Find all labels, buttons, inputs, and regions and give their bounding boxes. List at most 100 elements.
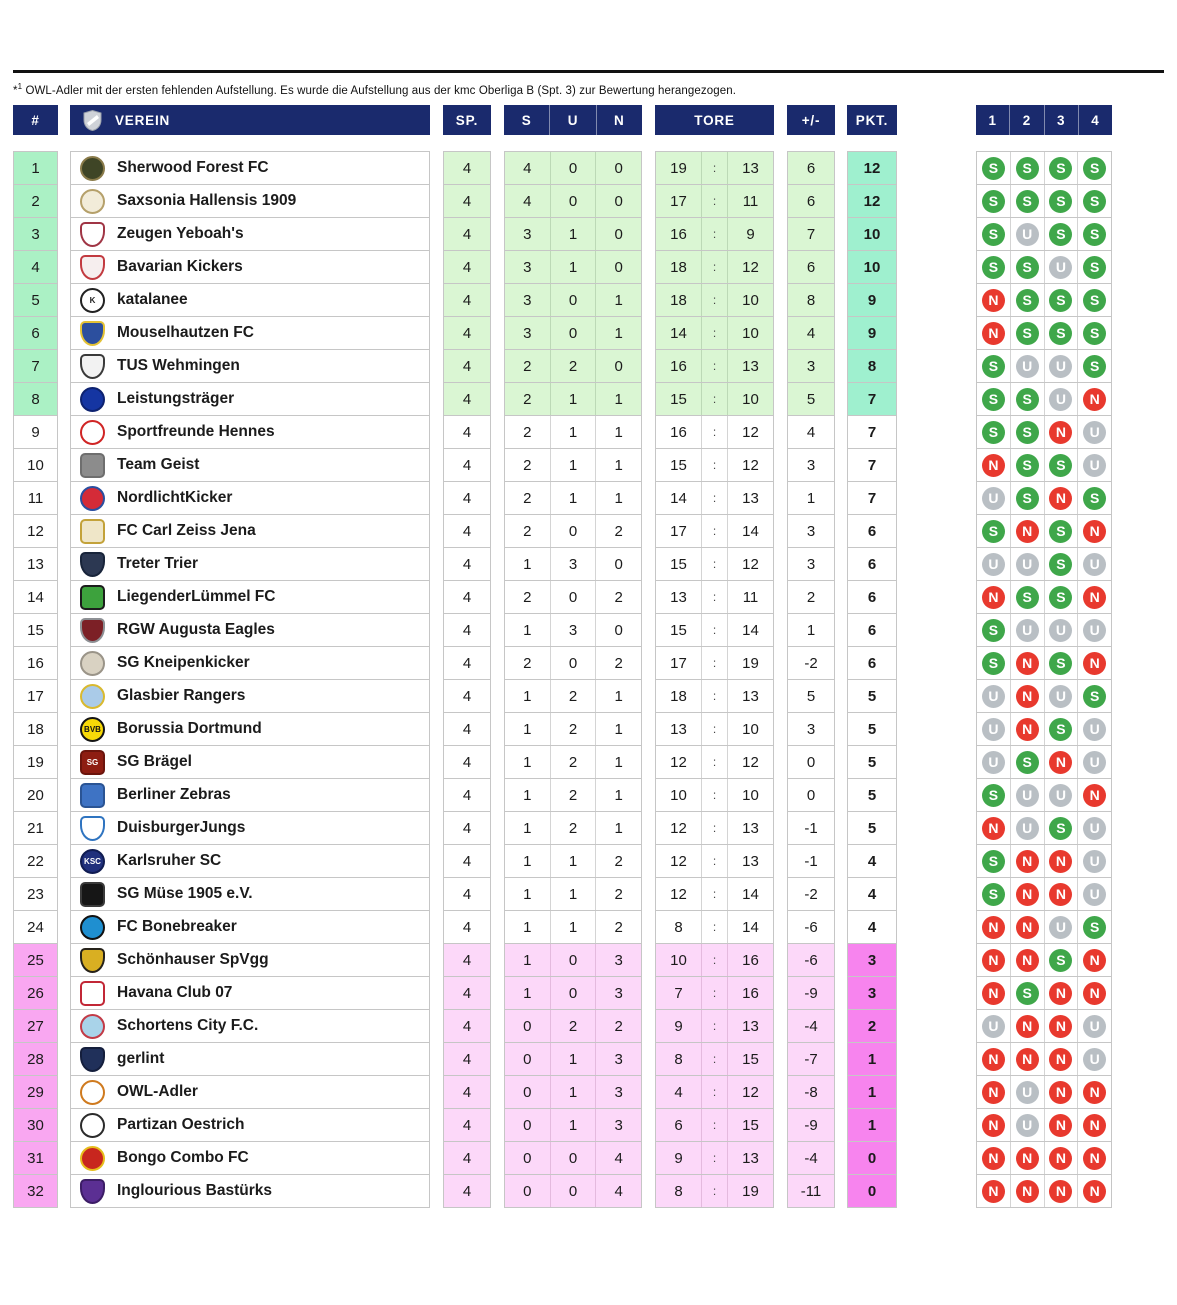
- club-logo-icon: [80, 1079, 105, 1105]
- club-logo-icon: [80, 188, 105, 214]
- column-gap: [774, 217, 787, 251]
- losses-cell: 0: [595, 251, 641, 283]
- form-cell: S: [1043, 515, 1078, 547]
- form-badge: N: [1049, 1113, 1073, 1137]
- form-cell: N: [1009, 845, 1044, 877]
- diff-cell: -2: [787, 877, 835, 911]
- table-row: 2 Saxsonia Hallensis 1909 4 4 0 0 17 : 1…: [13, 184, 1112, 218]
- wins-cell: 3: [523, 258, 532, 276]
- diff-cell: 1: [787, 613, 835, 647]
- losses-cell: 2: [595, 878, 641, 910]
- losses-cell: 2: [595, 647, 641, 679]
- sp-cell: 4: [443, 877, 491, 911]
- goals-against: 12: [727, 251, 773, 283]
- draws-cell: 2: [549, 746, 596, 778]
- column-gap: [897, 349, 976, 383]
- form-badge: U: [1015, 1080, 1039, 1104]
- column-gap: [774, 580, 787, 614]
- form-badge: N: [981, 816, 1005, 840]
- club-logo-icon: [80, 419, 105, 445]
- form-group: S U U S: [976, 349, 1112, 383]
- form-badge: N: [1015, 915, 1039, 939]
- column-gap: [430, 1141, 443, 1175]
- form-badge: N: [1049, 1047, 1073, 1071]
- form-badge: S: [1049, 552, 1073, 576]
- column-gap: [835, 415, 847, 449]
- club-name: FC Carl Zeiss Jena: [117, 522, 256, 539]
- wins-cell: 1: [523, 687, 532, 705]
- club-name: Bavarian Kickers: [117, 258, 243, 275]
- rank-cell: 27: [13, 1009, 58, 1043]
- form-cell: N: [1043, 845, 1078, 877]
- club-cell: RGW Augusta Eagles: [70, 613, 430, 647]
- column-gap: [774, 316, 787, 350]
- sp-cell: 4: [443, 184, 491, 218]
- sun-group: 3 0 1: [504, 283, 642, 317]
- column-gap: [774, 1174, 787, 1208]
- column-gap: [491, 217, 504, 251]
- club-logo-icon: [80, 386, 105, 412]
- draws-cell: 0: [549, 152, 596, 184]
- form-badge: N: [1015, 1047, 1039, 1071]
- form-badge: S: [1049, 651, 1073, 675]
- column-gap: [897, 679, 976, 713]
- diff-cell: 4: [787, 316, 835, 350]
- club-cell: Leistungsträger: [70, 382, 430, 416]
- form-group: N N N U: [976, 1042, 1112, 1076]
- column-gap: [430, 877, 443, 911]
- pkt-cell: 2: [847, 1009, 897, 1043]
- losses-cell: 0: [595, 350, 641, 382]
- goals-against: 10: [727, 713, 773, 745]
- form-badge: N: [1049, 1080, 1073, 1104]
- sp-cell: 4: [443, 481, 491, 515]
- form-badge: S: [1083, 321, 1107, 345]
- column-gap: [491, 844, 504, 878]
- club-logo-icon: [80, 551, 105, 577]
- table-row: 16 SG Kneipenkicker 4 2 0 2 17 : 19 -2 6…: [13, 646, 1112, 680]
- column-gap: [774, 1009, 787, 1043]
- column-gap: [642, 448, 655, 482]
- footnote: *1 OWL-Adler mit der ersten fehlenden Au…: [13, 82, 1177, 97]
- table-row: 26 Havana Club 07 4 1 0 3 7 : 16 -9 3 N …: [13, 976, 1112, 1010]
- goals-for: 15: [670, 390, 687, 408]
- form-badge: U: [1083, 717, 1107, 741]
- table-row: 1 Sherwood Forest FC 4 4 0 0 19 : 13 6 1…: [13, 151, 1112, 185]
- sun-group: 2 1 1: [504, 415, 642, 449]
- sp-cell: 4: [443, 778, 491, 812]
- form-cell: N: [977, 1076, 1010, 1108]
- column-gap: [58, 481, 70, 515]
- goals-colon: :: [701, 350, 727, 382]
- column-gap: [491, 910, 504, 944]
- column-gap: [835, 976, 847, 1010]
- club-logo-icon: [80, 485, 105, 511]
- column-gap: [835, 547, 847, 581]
- goals-against: 14: [727, 614, 773, 646]
- sp-cell: 4: [443, 349, 491, 383]
- column-gap: [491, 1174, 504, 1208]
- goals-for: 14: [670, 324, 687, 342]
- losses-cell: 1: [595, 812, 641, 844]
- form-cell: N: [1043, 746, 1078, 778]
- column-gap: [835, 1174, 847, 1208]
- goals-colon: :: [701, 779, 727, 811]
- column-gap: [430, 976, 443, 1010]
- form-cell: S: [1043, 317, 1078, 349]
- table-row: 21 DuisburgerJungs 4 1 2 1 12 : 13 -1 5 …: [13, 811, 1112, 845]
- footnote-marker: *: [13, 84, 18, 97]
- draws-cell: 1: [549, 449, 596, 481]
- form-badge: S: [1049, 453, 1073, 477]
- draws-cell: 2: [549, 350, 596, 382]
- club-name: Saxsonia Hallensis 1909: [117, 192, 297, 209]
- form-badge: N: [1083, 585, 1107, 609]
- diff-cell: 8: [787, 283, 835, 317]
- sun-group: 1 2 1: [504, 778, 642, 812]
- club-cell: Sportfreunde Hennes: [70, 415, 430, 449]
- tore-cell: 8 : 19: [655, 1174, 774, 1208]
- goals-for: 15: [670, 555, 687, 573]
- form-cell: N: [1043, 1109, 1078, 1141]
- tore-cell: 13 : 11: [655, 580, 774, 614]
- column-gap: [774, 1108, 787, 1142]
- club-logo-icon: [80, 320, 105, 346]
- sun-group: 0 1 3: [504, 1075, 642, 1109]
- sun-group: 3 1 0: [504, 217, 642, 251]
